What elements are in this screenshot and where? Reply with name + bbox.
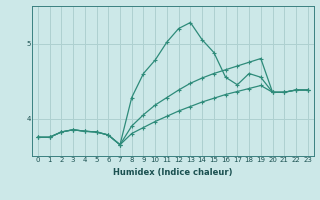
X-axis label: Humidex (Indice chaleur): Humidex (Indice chaleur) bbox=[113, 168, 233, 177]
